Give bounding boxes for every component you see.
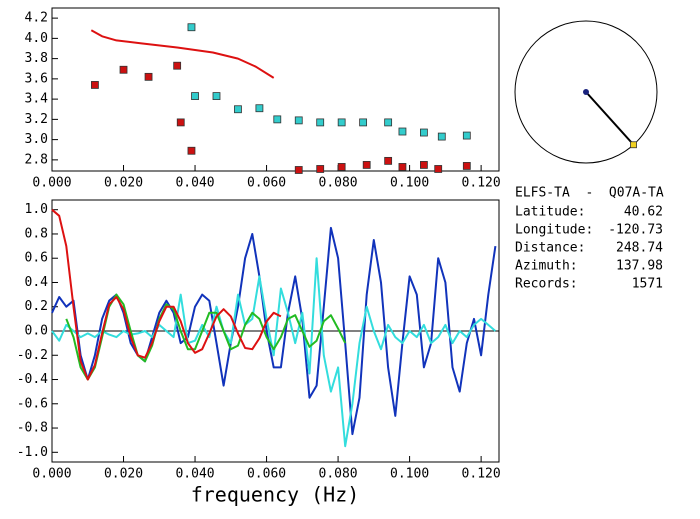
square-marker xyxy=(173,61,182,70)
square-marker xyxy=(462,131,471,140)
x-axis-label: frequency (Hz) xyxy=(191,483,360,507)
square-marker xyxy=(337,118,346,127)
square-marker xyxy=(191,92,199,100)
field-label: Latitude: xyxy=(515,205,585,220)
y-tick-label: 3.4 xyxy=(25,92,49,107)
square-marker xyxy=(255,104,264,113)
y-tick-label: 3.6 xyxy=(25,71,48,86)
data-line xyxy=(90,29,275,79)
square-marker xyxy=(462,162,471,170)
field-value: 1571 xyxy=(632,277,663,292)
y-tick-label: 0.4 xyxy=(25,275,49,290)
square-marker xyxy=(316,118,325,127)
square-marker xyxy=(91,81,99,89)
x-tick-label: 0.060 xyxy=(247,467,286,482)
square-marker xyxy=(384,118,393,127)
square-marker xyxy=(337,163,346,171)
y-tick-label: -0.2 xyxy=(17,348,48,363)
x-tick-label: 0.120 xyxy=(462,467,501,482)
square-marker xyxy=(384,156,393,165)
field-value: 137.98 xyxy=(616,259,663,274)
y-tick-label: 3.2 xyxy=(25,112,48,127)
y-tick-label: -1.0 xyxy=(17,445,48,460)
x-tick-label: 0.020 xyxy=(104,176,143,191)
field-label: Azimuth: xyxy=(515,259,578,274)
x-tick-label: 0.040 xyxy=(175,467,214,482)
square-marker xyxy=(273,115,282,124)
data-line xyxy=(51,208,282,381)
square-marker xyxy=(234,105,242,114)
field-value: 248.74 xyxy=(616,241,663,256)
square-marker xyxy=(119,65,128,74)
x-tick-label: 0.000 xyxy=(32,176,71,191)
data-line xyxy=(51,226,497,436)
top-frame xyxy=(51,7,500,172)
square-marker xyxy=(434,165,443,173)
field-label: Longitude: xyxy=(515,223,593,238)
y-tick-label: 0.6 xyxy=(25,251,48,266)
square-marker xyxy=(212,92,221,100)
x-tick-label: 0.000 xyxy=(32,467,71,482)
y-tick-label: -0.8 xyxy=(17,421,48,436)
x-tick-label: 0.100 xyxy=(390,176,429,191)
x-tick-label: 0.060 xyxy=(247,176,286,191)
y-tick-label: 4.2 xyxy=(25,11,48,26)
square-marker xyxy=(176,118,185,127)
center-dot xyxy=(583,89,589,95)
square-marker xyxy=(420,128,428,137)
y-tick-label: 4.0 xyxy=(25,31,48,46)
y-tick-label: -0.4 xyxy=(17,372,48,387)
square-marker xyxy=(187,146,196,155)
field-label: Distance: xyxy=(515,241,585,256)
y-tick-label: 0.8 xyxy=(25,226,48,241)
square-marker xyxy=(294,116,303,125)
x-tick-label: 0.100 xyxy=(390,467,429,482)
y-tick-label: 3.0 xyxy=(25,132,48,147)
x-tick-label: 0.120 xyxy=(462,176,501,191)
square-marker xyxy=(144,72,153,81)
x-tick-label: 0.020 xyxy=(104,467,143,482)
y-tick-label: 0.0 xyxy=(25,324,48,339)
data-line xyxy=(51,257,497,448)
field-label: Records: xyxy=(515,277,578,292)
y-tick-label: 3.8 xyxy=(25,51,48,66)
square-marker xyxy=(420,161,428,169)
y-tick-label: 2.8 xyxy=(25,152,48,167)
azimuth-line xyxy=(585,91,635,146)
receiver-marker xyxy=(630,141,637,149)
square-marker xyxy=(294,166,303,174)
square-marker xyxy=(359,118,368,127)
x-tick-label: 0.040 xyxy=(175,176,214,191)
square-marker xyxy=(362,161,371,169)
field-value: -120.73 xyxy=(608,223,663,238)
azimuth-circle xyxy=(514,20,658,164)
square-marker xyxy=(398,163,407,171)
y-tick-label: 0.2 xyxy=(25,299,48,314)
field-value: 40.62 xyxy=(624,205,663,220)
x-tick-label: 0.080 xyxy=(319,176,358,191)
square-marker xyxy=(398,127,407,136)
square-marker xyxy=(437,132,446,141)
y-tick-label: 1.0 xyxy=(25,202,48,217)
station-pair: ELFS-TA - Q07A-TA xyxy=(515,186,664,201)
square-marker xyxy=(187,23,196,32)
x-tick-label: 0.080 xyxy=(319,467,358,482)
y-tick-label: -0.6 xyxy=(17,396,48,411)
square-marker xyxy=(316,165,325,173)
